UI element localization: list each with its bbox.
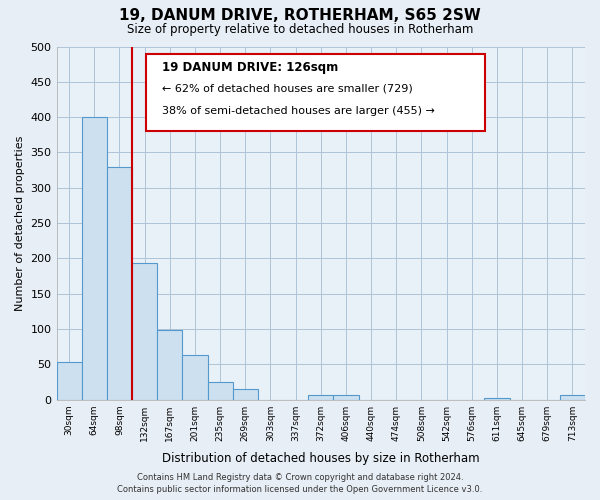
- Text: Size of property relative to detached houses in Rotherham: Size of property relative to detached ho…: [127, 22, 473, 36]
- Text: 19, DANUM DRIVE, ROTHERHAM, S65 2SW: 19, DANUM DRIVE, ROTHERHAM, S65 2SW: [119, 8, 481, 22]
- Bar: [132, 264, 157, 400]
- FancyBboxPatch shape: [146, 54, 485, 132]
- Bar: [208, 382, 233, 400]
- Bar: [233, 389, 258, 400]
- Bar: [484, 398, 509, 400]
- Bar: [334, 394, 359, 400]
- Bar: [308, 394, 334, 400]
- Bar: [182, 355, 208, 400]
- Text: Contains HM Land Registry data © Crown copyright and database right 2024.
Contai: Contains HM Land Registry data © Crown c…: [118, 472, 482, 494]
- Bar: [560, 394, 585, 400]
- Y-axis label: Number of detached properties: Number of detached properties: [15, 136, 25, 311]
- Text: 19 DANUM DRIVE: 126sqm: 19 DANUM DRIVE: 126sqm: [162, 60, 338, 74]
- Bar: [157, 330, 182, 400]
- Bar: [56, 362, 82, 400]
- Text: 38% of semi-detached houses are larger (455) →: 38% of semi-detached houses are larger (…: [162, 106, 435, 116]
- Bar: [107, 166, 132, 400]
- Bar: [82, 117, 107, 400]
- X-axis label: Distribution of detached houses by size in Rotherham: Distribution of detached houses by size …: [162, 452, 479, 465]
- Text: ← 62% of detached houses are smaller (729): ← 62% of detached houses are smaller (72…: [162, 84, 413, 94]
